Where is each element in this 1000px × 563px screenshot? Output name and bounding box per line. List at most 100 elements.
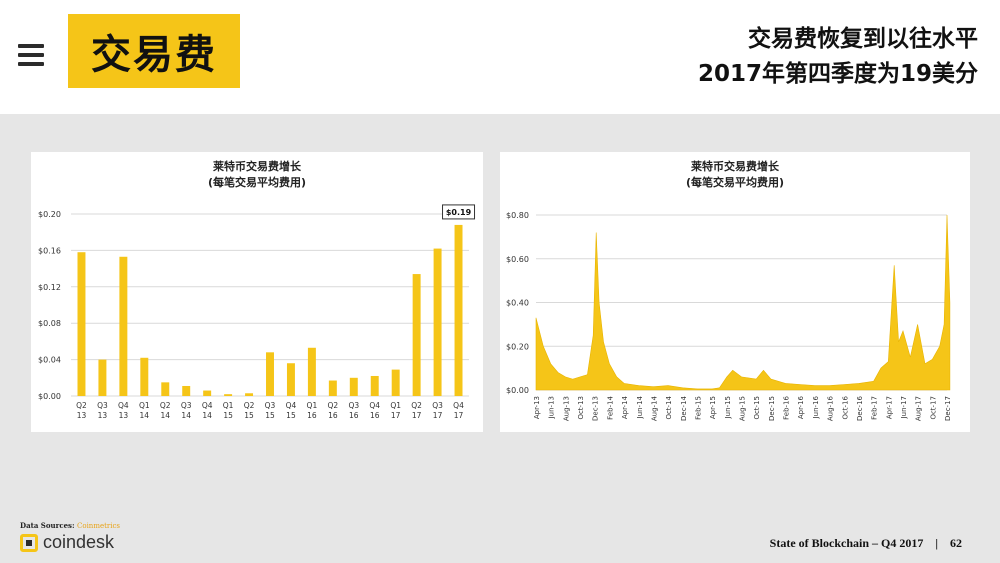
area-x-tick-label: Oct-17 <box>929 396 937 420</box>
area-x-tick-label: Apr-13 <box>533 396 541 419</box>
bar-x-tick-label: 15 <box>223 411 233 420</box>
area-x-tick-label: Aug-15 <box>739 396 747 421</box>
bar-x-tick-label: 16 <box>328 411 338 420</box>
bar-x-tick-label: Q3 <box>97 401 108 410</box>
area-x-tick-label: Dec-15 <box>768 396 776 421</box>
fee-bar <box>119 256 128 396</box>
bar-x-tick-label: Q4 <box>118 401 129 410</box>
bar-annotation-label: $0.19 <box>446 208 472 217</box>
bar-x-tick-label: Q3 <box>348 401 359 410</box>
headline-line1: 交易费恢复到以往水平 <box>748 26 978 52</box>
area-x-tick-label: Jun-14 <box>636 395 644 419</box>
bar-x-tick-label: 14 <box>181 411 191 420</box>
fee-bar <box>182 385 191 396</box>
bar-x-tick-label: 13 <box>119 411 129 420</box>
bar-y-tick-label: $0.20 <box>38 210 61 219</box>
slide-title: 交易费 <box>91 32 217 78</box>
bar-x-tick-label: 16 <box>370 411 380 420</box>
area-x-tick-label: Dec-14 <box>680 395 688 421</box>
fee-bar <box>391 369 400 396</box>
title-box: 交易费 <box>68 14 240 88</box>
bar-x-tick-label: 17 <box>391 411 401 420</box>
bar-x-tick-label: Q2 <box>244 401 255 410</box>
area-x-tick-label: Apr-15 <box>709 396 717 419</box>
bar-y-tick-label: $0.08 <box>38 319 61 328</box>
page-number: 62 <box>950 536 962 550</box>
area-x-tick-label: Jun-16 <box>812 395 820 419</box>
bar-x-tick-label: Q2 <box>411 401 422 410</box>
bar-x-tick-label: Q4 <box>453 401 464 410</box>
bar-chart-title: 莱特币交易费增长 <box>213 159 302 173</box>
fee-bar <box>307 347 316 396</box>
bar-x-tick-label: Q2 <box>160 401 171 410</box>
data-sources: Data Sources: Coinmetrics <box>20 521 120 530</box>
bar-x-tick-label: Q3 <box>432 401 443 410</box>
bar-x-tick-label: 13 <box>98 411 108 420</box>
fee-bar <box>77 252 86 396</box>
fee-bar <box>454 224 463 396</box>
fee-bar <box>286 363 295 396</box>
daily-fee-area-chart: 莱特币交易费增长 (每笔交易平均费用) $0.00 $0.20 $0.40 $0.60 $0… <box>506 159 952 421</box>
bar-x-tick-label: 17 <box>412 411 422 420</box>
sources-value: Coinmetrics <box>77 522 121 530</box>
bar-y-tick-label: $0.16 <box>38 246 61 255</box>
fee-bar <box>245 393 254 396</box>
area-x-tick-label: Aug-14 <box>650 395 658 421</box>
bar-x-tick-label: Q1 <box>390 401 401 410</box>
area-y-tick-label: $0.00 <box>506 386 529 395</box>
bar-y-tick-label: $0.00 <box>38 392 61 401</box>
bar-x-tick-label: 16 <box>307 411 317 420</box>
bar-x-tick-label: Q2 <box>76 401 87 410</box>
bar-annotation-box <box>442 204 476 220</box>
coindesk-logo: coindesk <box>20 532 114 553</box>
area-y-tick-label: $0.40 <box>506 299 529 308</box>
bar-x-tick-label: 16 <box>349 411 359 420</box>
bar-x-tick-label: Q1 <box>307 401 318 410</box>
sources-label: Data Sources: <box>20 521 75 530</box>
bar-x-tick-label: Q4 <box>286 401 297 410</box>
bar-x-tick-label: 17 <box>433 411 443 420</box>
fee-bar <box>266 352 274 396</box>
area-chart-subtitle: (每笔交易平均费用) <box>686 175 784 189</box>
bar-x-tick-label: Q1 <box>223 401 234 410</box>
area-x-tick-label: Oct-14 <box>665 395 673 419</box>
area-x-tick-label: Aug-16 <box>827 395 835 421</box>
area-x-tick-label: Oct-16 <box>841 395 849 419</box>
bar-x-tick-label: 15 <box>286 411 296 420</box>
bar-x-tick-label: 17 <box>454 411 464 420</box>
bar-x-tick-label: Q3 <box>181 401 192 410</box>
bar-x-tick-label: 13 <box>77 411 87 420</box>
fee-bar <box>140 357 149 396</box>
fee-area-series <box>535 214 951 391</box>
fee-bar <box>161 382 170 396</box>
quarterly-fee-bar-chart: 莱特币交易费增长 (每笔交易平均费用) $0.00 $0.04 $0.08 $0.12 $0… <box>38 159 476 420</box>
area-x-tick-label: Dec-17 <box>944 396 952 421</box>
bar-x-tick-label: Q4 <box>202 401 213 410</box>
bar-x-tick-label: Q3 <box>265 401 276 410</box>
area-x-tick-label: Dec-16 <box>856 395 864 421</box>
report-title: State of Blockchain – Q4 2017 <box>769 536 924 550</box>
menu-icon[interactable] <box>18 44 44 66</box>
quarterly-fee-chart-panel: 莱特币交易费增长 (每笔交易平均费用) $0.00 $0.04 $0.08 $0.12 $0… <box>31 152 483 432</box>
footer-separator: | <box>935 536 938 550</box>
headline: 交易费恢复到以往水平 2017年第四季度为19美分 <box>698 22 978 92</box>
fee-bar <box>224 394 233 396</box>
fee-bar <box>349 377 358 396</box>
area-x-tick-label: Apr-16 <box>797 395 805 419</box>
bar-x-tick-label: 14 <box>202 411 212 420</box>
fee-bar <box>433 248 442 396</box>
area-x-tick-label: Feb-17 <box>871 396 879 420</box>
bar-x-tick-label: 15 <box>244 411 254 420</box>
area-x-tick-label: Aug-17 <box>915 396 923 421</box>
bar-chart-subtitle: (每笔交易平均费用) <box>208 175 306 189</box>
bar-x-tick-label: Q2 <box>327 401 338 410</box>
area-x-tick-label: Aug-13 <box>562 396 570 421</box>
bar-x-tick-label: 14 <box>160 411 170 420</box>
area-x-tick-label: Feb-14 <box>606 395 614 419</box>
daily-fee-chart-panel: 莱特币交易费增长 (每笔交易平均费用) $0.00 $0.20 $0.40 $0.60 $0… <box>500 152 970 432</box>
fee-bar <box>98 359 107 396</box>
area-x-tick-label: Oct-15 <box>753 396 761 420</box>
bar-x-tick-label: 14 <box>140 411 150 420</box>
area-x-tick-label: Oct-13 <box>577 396 585 420</box>
bar-y-tick-label: $0.04 <box>38 356 61 365</box>
